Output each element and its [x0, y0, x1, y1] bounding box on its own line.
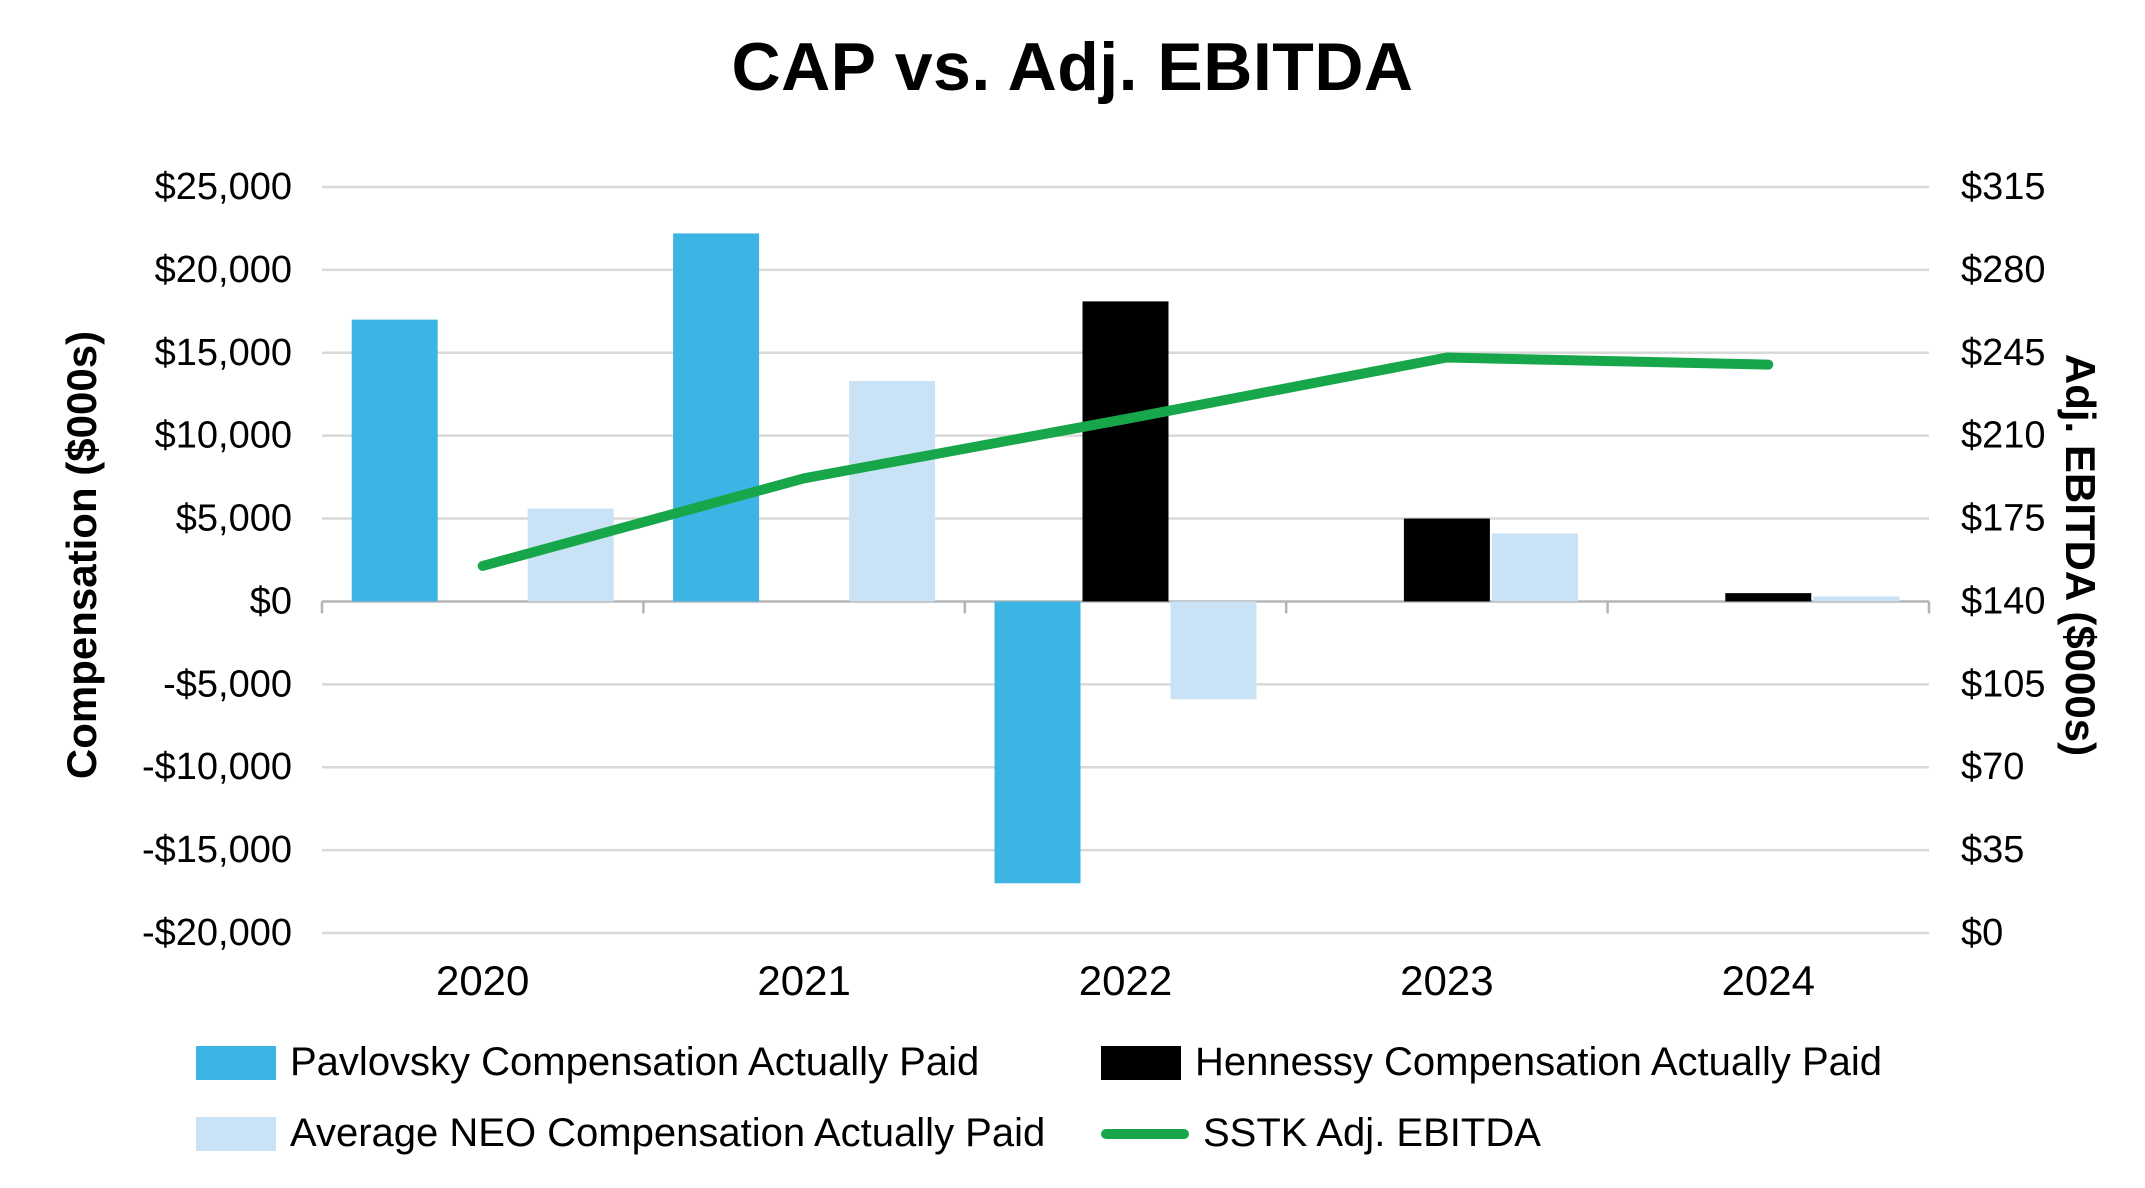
- sstk-ebitda-line-icon: [1101, 1128, 1189, 1139]
- category-label: 2021: [757, 957, 850, 1004]
- left-axis-tick-label: $10,000: [155, 415, 292, 457]
- legend-label-avg-neo: Average NEO Compensation Actually Paid: [290, 1111, 1046, 1155]
- bar-series-2-2022: [1170, 601, 1257, 700]
- legend-label-hennessy: Hennessy Compensation Actually Paid: [1195, 1040, 1883, 1084]
- left-axis-tick-label: $20,000: [155, 249, 292, 291]
- right-axis-tick-label: $210: [1961, 415, 2046, 457]
- chart-legend: Pavlovsky Compensation Actually Paid Hen…: [196, 1040, 1882, 1156]
- legend-label-sstk-ebitda: SSTK Adj. EBITDA: [1203, 1111, 1541, 1155]
- bar-series-2-2024: [1813, 596, 1900, 602]
- right-axis-tick-label: $35: [1961, 829, 2024, 871]
- hennessy-swatch-icon: [1101, 1045, 1181, 1080]
- category-label: 2023: [1400, 957, 1493, 1004]
- right-axis-tick-label: $0: [1961, 912, 2003, 954]
- right-axis-tick-label: $280: [1961, 249, 2046, 291]
- right-axis-tick-label: $140: [1961, 580, 2046, 622]
- chart-title: CAP vs. Adj. EBITDA: [731, 29, 1414, 105]
- right-axis-tick-label: $175: [1961, 498, 2046, 540]
- legend-item-avg-neo: Average NEO Compensation Actually Paid: [196, 1111, 1101, 1156]
- line-sstk-adj-ebitda: [477, 352, 1774, 571]
- left-axis-tick-label: $15,000: [155, 332, 292, 374]
- left-axis-tick-label: -$5,000: [163, 663, 292, 705]
- right-axis-tick-label: $245: [1961, 332, 2046, 374]
- left-axis-tick-label: $25,000: [155, 166, 292, 208]
- left-axis-tick-label: -$20,000: [142, 912, 292, 954]
- category-label: 2020: [436, 957, 529, 1004]
- right-axis-tick-label: $105: [1961, 663, 2046, 705]
- bar-series-0-2021: [673, 233, 760, 602]
- bar-series-2-2023: [1491, 533, 1578, 602]
- right-axis-tick-label: $315: [1961, 166, 2046, 208]
- left-axis-tick-label: -$10,000: [142, 746, 292, 788]
- right-axis-tick-label: $70: [1961, 746, 2024, 788]
- legend-item-hennessy: Hennessy Compensation Actually Paid: [1101, 1040, 1882, 1085]
- bar-series-2-2021: [849, 380, 936, 602]
- bar-series-2-2020: [527, 508, 614, 602]
- category-label: 2022: [1079, 957, 1172, 1004]
- category-label: 2024: [1722, 957, 1815, 1004]
- legend-label-pavlovsky: Pavlovsky Compensation Actually Paid: [290, 1040, 980, 1084]
- bar-series-1-2024: [1725, 593, 1812, 602]
- bar-series-0-2022: [994, 601, 1081, 884]
- left-axis-tick-label: $0: [250, 580, 292, 622]
- avg-neo-swatch-icon: [196, 1116, 276, 1151]
- pavlovsky-swatch-icon: [196, 1045, 276, 1080]
- left-axis-tick-label: $5,000: [176, 498, 292, 540]
- bar-series-1-2023: [1403, 518, 1490, 602]
- legend-item-pavlovsky: Pavlovsky Compensation Actually Paid: [196, 1040, 1101, 1085]
- bar-series-0-2020: [351, 319, 438, 602]
- legend-item-sstk-ebitda: SSTK Adj. EBITDA: [1101, 1111, 1882, 1156]
- left-axis-tick-label: -$15,000: [142, 829, 292, 871]
- bar-series-1-2022: [1082, 301, 1169, 602]
